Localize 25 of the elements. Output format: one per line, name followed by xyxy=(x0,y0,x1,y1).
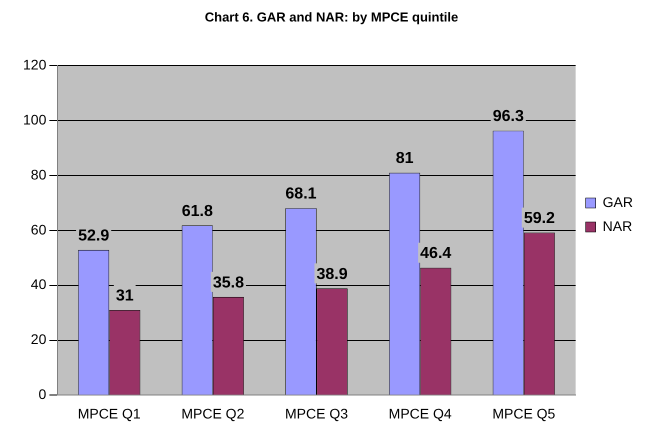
y-tick-label: 80 xyxy=(30,166,47,182)
data-label: 35.8 xyxy=(212,274,244,292)
x-tick-label: MPCE Q3 xyxy=(285,405,348,422)
y-tick-label: 0 xyxy=(38,386,47,402)
legend-label: NAR xyxy=(602,218,632,234)
y-tick-label: 40 xyxy=(30,276,47,292)
data-label: 46.4 xyxy=(420,245,452,262)
data-label: 38.9 xyxy=(316,266,348,283)
data-label: 96.3 xyxy=(492,108,524,126)
y-tick-label: 120 xyxy=(23,56,47,72)
x-tick-label: MPCE Q4 xyxy=(388,405,452,422)
y-tick-label: 100 xyxy=(23,111,47,128)
data-label: 68.1 xyxy=(285,186,317,203)
data-label: 52.9 xyxy=(78,227,110,244)
chart-title: Chart 6. GAR and NAR: by MPCE quintile xyxy=(204,9,458,24)
y-tick-label: 60 xyxy=(30,221,47,238)
data-label: 61.8 xyxy=(182,202,213,220)
data-label: 59.2 xyxy=(524,210,556,228)
legend-label: GAR xyxy=(602,194,634,210)
x-tick-label: MPCE Q2 xyxy=(181,405,245,422)
data-label: 81 xyxy=(396,150,414,168)
data-label: 31 xyxy=(116,287,134,304)
x-tick-label: MPCE Q5 xyxy=(492,405,556,422)
x-tick-label: MPCE Q1 xyxy=(78,405,141,422)
y-tick-label: 20 xyxy=(30,331,47,348)
